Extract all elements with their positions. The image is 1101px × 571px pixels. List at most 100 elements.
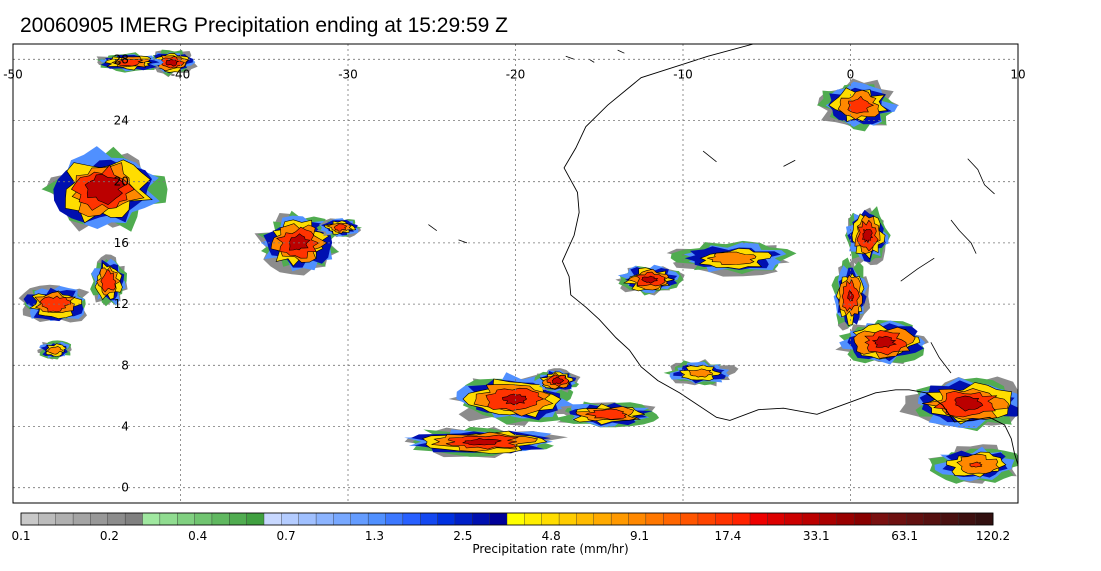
colorbar-swatch [38, 512, 57, 526]
lon-tick-label: -20 [506, 67, 526, 81]
colorbar-swatch [715, 512, 734, 526]
map-frame [12, 43, 1019, 504]
precip-cell [84, 173, 126, 206]
lat-tick-label: 12 [114, 297, 129, 311]
colorbar-swatch [90, 512, 109, 526]
colorbar-swatch [194, 512, 213, 526]
precip-cell [847, 95, 875, 114]
lon-tick-label: -40 [171, 67, 191, 81]
colorbar-tick-label: 0.1 [11, 529, 30, 543]
coast-detail [617, 49, 625, 54]
colorbar-title: Precipitation rate (mm/hr) [472, 542, 629, 556]
colorbar-swatch [697, 512, 716, 526]
coast-detail [783, 159, 796, 167]
coast-detail [930, 342, 952, 374]
colorbar-swatch [454, 512, 473, 526]
colorbar-swatch [524, 512, 543, 526]
lon-tick-label: 10 [1010, 67, 1025, 81]
precip-cell [333, 223, 347, 232]
colorbar-tick-label: 17.4 [715, 529, 742, 543]
lon-tick-label: 0 [847, 67, 855, 81]
colorbar-swatch [20, 512, 39, 526]
lat-tick-label: 28 [114, 52, 129, 66]
precip-cell [462, 437, 502, 446]
colorbar-swatch [853, 512, 873, 526]
colorbar-tick-label: 4.8 [542, 529, 561, 543]
colorbar-swatch [55, 512, 74, 526]
colorbar: 0.1 0.2 0.4 0.7 1.3 2.5 4.8 9.1 17.4 33.1 63.1 120.… [11, 512, 1010, 543]
precip-cell [584, 408, 628, 420]
precip-cell [641, 275, 659, 284]
colorbar-tick-label: 0.2 [100, 529, 119, 543]
precip-cell [862, 228, 874, 244]
colorbar-swatch [749, 512, 768, 526]
coastline [561, 44, 1018, 465]
map-tick-labels: -50 -40 -30 -20 -10 0 10 0 4 8 12 16 20 24 28 [3, 52, 1025, 494]
lat-tick-label: 0 [121, 481, 129, 495]
precip-cell [39, 295, 72, 313]
coast-detail [950, 219, 977, 254]
colorbar-tick-label: 1.3 [365, 529, 384, 543]
lon-tick-label: -30 [338, 67, 358, 81]
coast-detail [702, 150, 717, 163]
colorbar-swatch [437, 512, 456, 526]
precip-cell [100, 269, 117, 293]
colorbar-swatch [350, 512, 369, 526]
precip-cell [502, 393, 528, 406]
colorbar-swatch [680, 512, 699, 526]
colorbar-swatch [767, 512, 786, 526]
colorbar-swatch [819, 512, 838, 526]
colorbar-swatch [298, 512, 317, 526]
map-gridlines [13, 44, 1018, 503]
colorbar-swatch [472, 512, 491, 526]
coast-detail [428, 224, 438, 231]
lat-tick-label: 24 [114, 114, 129, 128]
colorbar-swatch [246, 512, 265, 526]
precip-cell [954, 395, 984, 412]
colorbar-swatch [159, 512, 178, 526]
colorbar-swatch [610, 512, 630, 526]
page-title: 20060905 IMERG Precipitation ending at 1… [20, 14, 508, 37]
lon-tick-label: -10 [673, 67, 693, 81]
colorbar-swatch [975, 512, 994, 526]
colorbar-swatch [801, 512, 820, 526]
coast-detail [565, 55, 575, 60]
precip-cell [707, 251, 757, 266]
colorbar-swatch [732, 512, 751, 526]
precip-cell [688, 368, 714, 378]
colorbar-swatch [367, 512, 386, 526]
colorbar-swatch [958, 512, 977, 526]
colorbar-swatch [315, 512, 334, 526]
colorbar-swatch [593, 512, 612, 526]
colorbar-swatch [836, 512, 855, 526]
coast-detail [900, 257, 935, 282]
colorbar-swatch [576, 512, 595, 526]
colorbar-swatch [229, 512, 248, 526]
colorbar-swatch [558, 512, 577, 526]
lat-tick-label: 8 [121, 358, 129, 372]
lon-tick-label: -50 [3, 67, 23, 81]
colorbar-swatch [124, 512, 144, 526]
colorbar-swatch [281, 512, 300, 526]
colorbar-swatch [211, 512, 230, 526]
coast-detail [588, 58, 595, 63]
colorbar-swatch [628, 512, 647, 526]
colorbar-swatch [871, 512, 890, 526]
colorbar-swatch [72, 512, 91, 526]
colorbar-swatch [506, 512, 525, 526]
colorbar-swatch [489, 512, 508, 526]
colorbar-swatch [263, 512, 282, 526]
colorbar-tick-label: 9.1 [630, 529, 649, 543]
colorbar-frame [20, 512, 994, 526]
colorbar-tick-label: 120.2 [976, 529, 1010, 543]
precip-cell [871, 335, 897, 348]
colorbar-swatch [923, 512, 942, 526]
colorbar-swatch [888, 512, 907, 526]
precipitation-layer [18, 49, 1018, 484]
colorbar-tick-label: 2.5 [453, 529, 472, 543]
colorbar-swatch [645, 512, 664, 526]
colorbar-tick-label: 0.4 [188, 529, 207, 543]
colorbar-swatch [177, 512, 196, 526]
lat-tick-label: 4 [121, 420, 129, 434]
